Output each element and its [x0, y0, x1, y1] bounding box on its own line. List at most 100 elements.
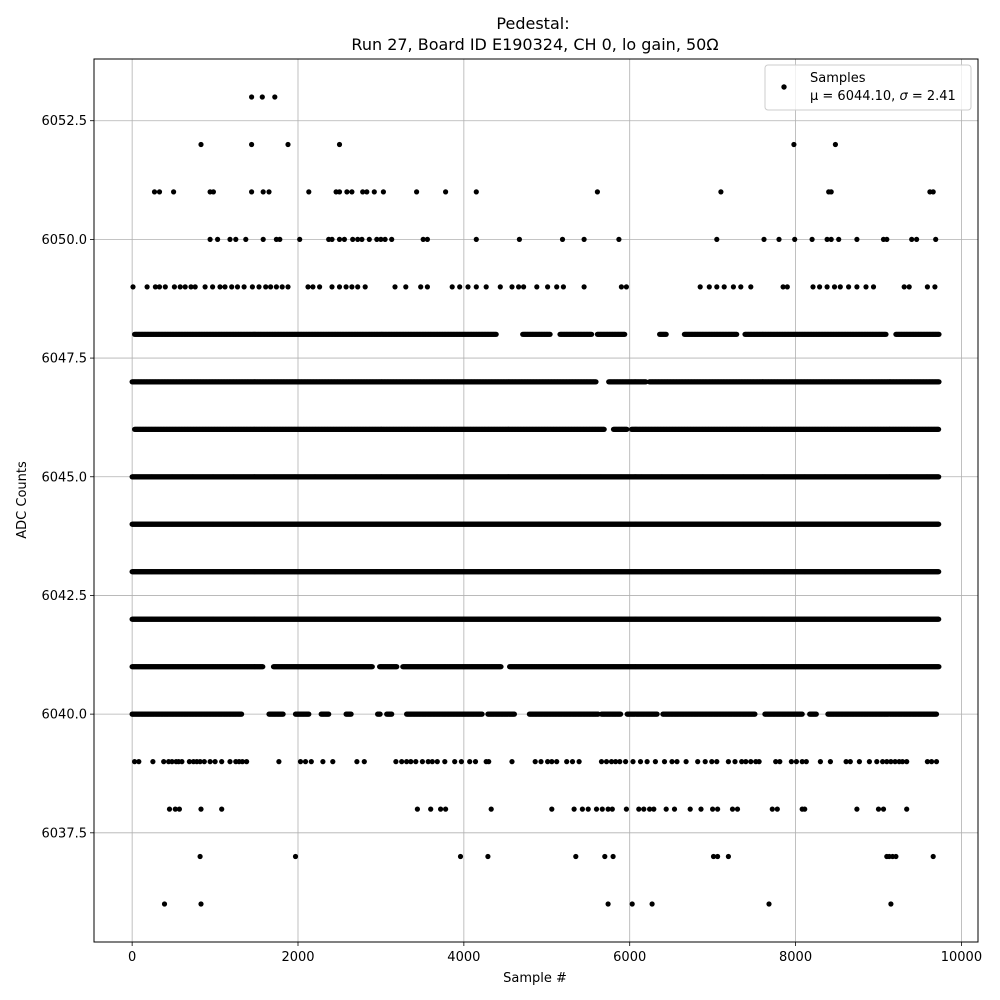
data-point: [336, 284, 343, 290]
data-point: [534, 284, 540, 290]
data-point: [509, 284, 515, 290]
data-point: [560, 284, 567, 290]
data-point: [362, 284, 368, 290]
data-point: [329, 284, 335, 290]
data-point: [336, 189, 343, 195]
data-point: [559, 236, 566, 242]
data-point: [817, 284, 823, 290]
data-point: [192, 284, 198, 290]
data-point: [285, 141, 291, 148]
data-point: [483, 284, 489, 290]
data-point: [350, 236, 356, 242]
data-point: [924, 284, 931, 290]
data-point: [210, 189, 216, 195]
data-point: [443, 189, 449, 195]
data-point: [854, 236, 860, 242]
data-point: [171, 189, 177, 195]
data-point: [380, 189, 386, 195]
data-point: [623, 284, 630, 290]
data-point: [901, 284, 907, 290]
data-point: [622, 331, 628, 337]
data-point: [836, 236, 842, 242]
data-point: [933, 236, 939, 242]
data-point: [936, 379, 942, 385]
data-point: [273, 284, 279, 290]
data-point: [828, 189, 834, 195]
data-point: [285, 284, 291, 290]
data-point: [424, 284, 430, 290]
data-point: [457, 284, 463, 290]
data-point: [156, 189, 163, 195]
data-point: [761, 236, 767, 242]
data-point: [336, 236, 343, 242]
data-point: [554, 284, 560, 290]
data-point: [152, 284, 158, 290]
data-point: [241, 284, 247, 290]
data-point: [171, 284, 177, 290]
data-point: [382, 236, 388, 242]
data-point: [748, 284, 754, 290]
data-point: [832, 141, 839, 148]
data-point: [545, 284, 551, 290]
data-point: [306, 189, 312, 195]
data-point: [234, 284, 241, 290]
data-point: [854, 284, 860, 290]
data-point: [277, 236, 283, 242]
data-point: [593, 379, 599, 385]
data-point: [268, 284, 274, 290]
data-point: [414, 189, 420, 195]
data-point: [188, 284, 194, 290]
data-point: [828, 236, 834, 242]
data-point: [420, 236, 426, 242]
data-point: [266, 189, 272, 195]
data-point: [349, 284, 355, 290]
data-point: [374, 236, 380, 242]
data-point: [366, 236, 372, 242]
data-point: [156, 284, 163, 290]
data-point: [336, 141, 343, 148]
data-point: [936, 426, 942, 432]
data-point: [344, 189, 350, 195]
data-point: [734, 331, 740, 337]
data-point: [403, 284, 409, 290]
data-point: [217, 284, 223, 290]
data-point: [424, 236, 430, 242]
data-point: [371, 189, 377, 195]
data-point: [909, 236, 915, 242]
data-point: [378, 236, 384, 242]
data-point: [272, 94, 278, 100]
data-point: [310, 284, 316, 290]
data-points: [129, 94, 942, 907]
data-point: [516, 284, 522, 290]
data-point: [618, 284, 625, 290]
data-point: [465, 284, 471, 290]
data-point: [824, 284, 830, 290]
data-point: [249, 284, 255, 290]
data-point: [601, 426, 607, 432]
data-point: [256, 284, 262, 290]
data-point: [870, 284, 877, 290]
data-point: [863, 284, 869, 290]
data-point: [360, 189, 366, 195]
data-point: [831, 284, 838, 290]
data-point: [914, 236, 920, 242]
data-point: [791, 141, 797, 148]
data-point: [706, 284, 712, 290]
data-point: [473, 284, 479, 290]
data-point: [516, 236, 523, 242]
data-point: [936, 331, 942, 337]
data-point: [260, 236, 266, 242]
data-point: [884, 236, 890, 242]
data-point: [389, 236, 395, 242]
data-point: [329, 236, 335, 242]
data-point: [473, 236, 479, 242]
data-point: [207, 236, 213, 242]
data-point: [392, 284, 398, 290]
data-point: [824, 236, 830, 242]
data-point: [493, 331, 499, 337]
data-point: [932, 284, 938, 290]
data-point: [364, 189, 370, 195]
data-point: [355, 236, 361, 242]
data-point: [144, 284, 150, 290]
